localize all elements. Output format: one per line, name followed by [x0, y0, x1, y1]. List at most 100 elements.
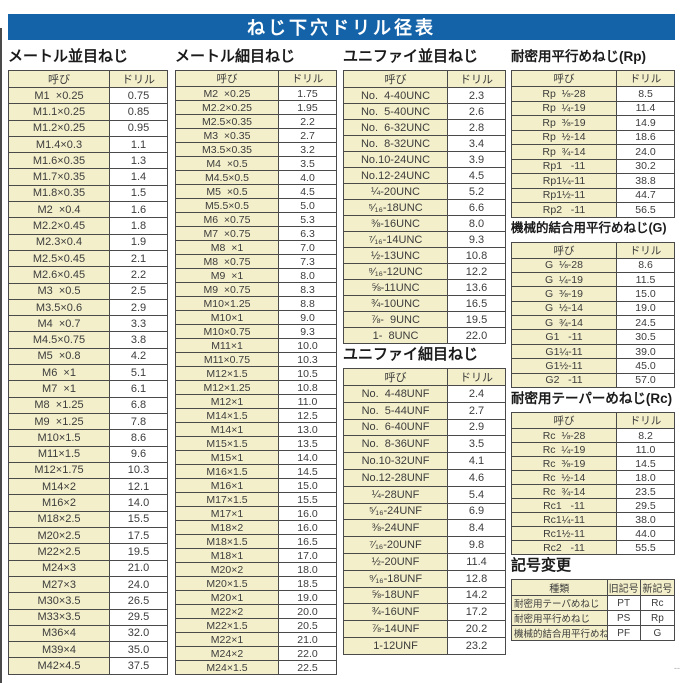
table-row: M1.2×0.25 0.95: [8, 119, 168, 137]
page-title-bar: ねじ下穴ドリル径表: [8, 14, 675, 40]
table-row: M1.7×0.35 1.4: [8, 168, 168, 186]
thread-name-cell: M8 ×1.25: [8, 396, 110, 414]
table-row: M1.1×0.25 0.85: [8, 103, 168, 121]
value-cell: 1.95: [278, 100, 337, 115]
table-row: 耐密用平行めねじ PS Rp: [511, 610, 676, 627]
table-header-row: 呼び ドリル: [511, 241, 675, 259]
table-row: 機械的結合用平行めねじPFG: [511, 625, 676, 642]
thread-name-cell: ⅜-16UNC: [343, 215, 448, 232]
value-cell: 24.5: [616, 315, 675, 331]
thread-name-cell: Rp ½-14: [511, 129, 617, 145]
column-header: ドリル: [616, 412, 675, 430]
thread-name-cell: M7 ×1: [8, 380, 110, 398]
data-table: 呼び ドリル No. 4-48UNF 2.4 No. 5-44UNF 2.7 No. 6-4…: [343, 368, 506, 655]
value-cell: 1.8: [109, 217, 168, 235]
table-row: ⅜-16UNC 8.0: [343, 215, 506, 232]
thread-name-cell: ¾-16UNF: [343, 603, 448, 622]
table-row: No. 8-32UNC 3.4: [343, 135, 506, 152]
table-row: M8 ×0.75 7.3: [175, 254, 337, 269]
column-unified: ユニファイ並目ねじ 呼び ドリル No. 4-40UNC 2.3 No. 5-40UNC…: [343, 46, 506, 655]
thread-name-cell: G ⅜-19: [511, 286, 617, 302]
value-cell: 11.4: [447, 552, 506, 571]
table-row: M20×2 18.0: [175, 562, 337, 577]
thread-name-cell: ⅞- 9UNC: [343, 311, 448, 328]
unified-fine-table: 呼び ドリル No. 4-48UNF 2.4 No. 5-44UNF 2.7 No. 6-4…: [343, 368, 506, 655]
table-row: Rc ¾-14 23.5: [511, 484, 675, 500]
value-cell: 16.5: [278, 534, 337, 549]
table-header-row: 呼び ドリル: [343, 70, 506, 88]
value-cell: 20.5: [278, 618, 337, 633]
thread-name-cell: ⅞-14UNF: [343, 620, 448, 638]
thread-name-cell: ½-13UNC: [343, 247, 448, 264]
value-cell: 2.5: [109, 282, 168, 300]
data-table: 呼び ドリル M2 ×0.25 1.75 M2.2×0.25 1.95 M2.5×0.35 2…: [175, 70, 337, 675]
value-cell: 19.0: [616, 300, 675, 317]
value-cell: 11.4: [616, 100, 675, 116]
table-row: M4.5×0.75 3.8: [8, 331, 168, 349]
table-row: M2 ×0.4 1.6: [8, 201, 168, 219]
thread-name-cell: M11×1: [175, 338, 279, 353]
unified-coarse-table: 呼び ドリル No. 4-40UNC 2.3 No. 5-40UNC 2.6 No. 6-3…: [343, 70, 506, 344]
value-cell: 26.5: [109, 592, 168, 610]
table-row: Rc1¼-11 38.0: [511, 512, 675, 528]
value-cell: 0.95: [109, 119, 168, 137]
value-cell: 18.0: [278, 562, 337, 577]
thread-name-cell: M14×2: [8, 478, 110, 496]
table-row: M24×3 21.0: [8, 559, 168, 577]
thread-name-cell: M33×3.5: [8, 608, 110, 626]
thread-name-cell: Rc ⅛-28: [511, 428, 617, 444]
table-row: M30×3.5 26.5: [8, 592, 168, 610]
value-cell: 14.9: [616, 115, 675, 131]
thread-name-cell: ⁹⁄₁₆-12UNC: [343, 263, 448, 280]
thread-name-cell: G ¾-14: [511, 315, 617, 331]
value-cell: 1.5: [109, 184, 168, 203]
value-cell: 14.5: [616, 456, 675, 472]
value-cell: 29.5: [109, 608, 168, 626]
thread-name-cell: M18×1.5: [175, 534, 279, 549]
thread-name-cell: ⁵⁄₁₆-24UNF: [343, 502, 448, 521]
thread-name-cell: ¾-10UNC: [343, 295, 448, 312]
value-cell: 9.6: [109, 445, 168, 463]
value-cell: 5.2: [447, 183, 506, 200]
table-row: M22×1 21.0: [175, 632, 337, 647]
column-header: 旧記号: [606, 579, 641, 597]
thread-name-cell: M20×1.5: [175, 576, 279, 591]
table-row: G ⅛-28 8.6: [511, 257, 675, 273]
value-cell: 8.8: [278, 296, 337, 311]
thread-name-cell: Rp2 -11: [511, 202, 617, 218]
column-header: ドリル: [447, 70, 506, 88]
table-row: M8 ×1 7.0: [175, 240, 337, 255]
table-row: Rp ⅜-19 14.9: [511, 115, 675, 131]
thread-name-cell: M1.7×0.35: [8, 168, 110, 186]
value-cell: 7.0: [278, 240, 337, 255]
table-row: M33×3.5 29.5: [8, 608, 168, 626]
thread-name-cell: M1.6×0.35: [8, 152, 110, 170]
thread-name-cell: M16×2: [8, 494, 110, 512]
value-cell: 11.0: [278, 394, 337, 409]
value-cell: 18.5: [278, 576, 337, 591]
table-row: M7 ×1 6.1: [8, 380, 168, 398]
value-cell: 2.1: [109, 249, 168, 268]
table-row: M4.5×0.5 4.0: [175, 170, 337, 185]
table-row: G2 -11 57.0: [511, 372, 675, 389]
table-row: Rp ½-14 18.6: [511, 129, 675, 145]
table-row: M4 ×0.5 3.5: [175, 156, 337, 171]
thread-name-cell: G1¼-11: [511, 343, 617, 360]
value-cell: 4.1: [447, 452, 506, 470]
thread-name-cell: No.10-32UNF: [343, 452, 448, 470]
thread-name-cell: ⁵⁄₁₆-18UNC: [343, 199, 448, 216]
value-cell: 6.6: [447, 199, 506, 216]
value-cell: 9.3: [447, 231, 506, 248]
thread-name-cell: M14×1.5: [175, 408, 279, 423]
table-row: Rp1½-11 44.7: [511, 187, 675, 203]
data-table: 呼び ドリル Rp ⅛-28 8.5 Rp ¼-19 11.4 Rp ⅜-19 14.9 Rp …: [511, 70, 675, 218]
column-header: 呼び: [511, 70, 617, 87]
value-cell: 2.9: [109, 298, 168, 317]
value-cell: 11.5: [616, 271, 675, 288]
column-header: 呼び: [343, 368, 448, 386]
table-row: M14×1.5 12.5: [175, 408, 337, 423]
table-row: Rc2 -11 55.5: [511, 540, 675, 556]
value-cell: 1.4: [109, 168, 168, 186]
page-edge-line: [0, 28, 2, 683]
section-title-metric-coarse: メートル並目ねじ: [8, 48, 129, 65]
